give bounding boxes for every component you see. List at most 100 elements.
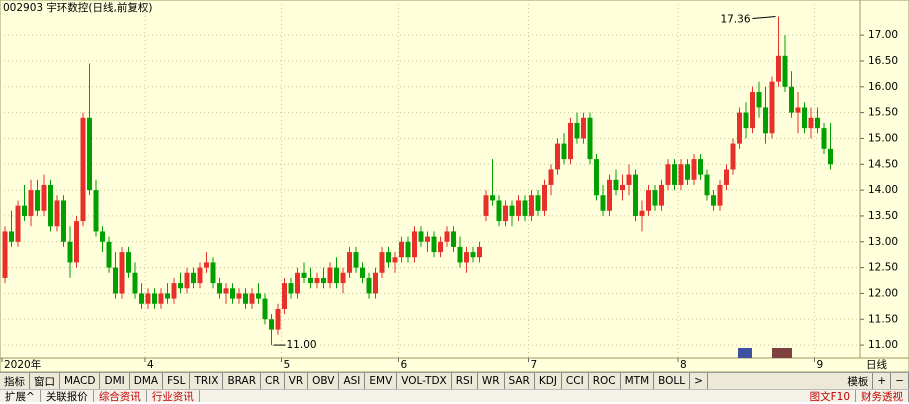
candle-body bbox=[464, 252, 469, 263]
indicator-button[interactable]: EMV bbox=[365, 373, 398, 389]
candle-body bbox=[282, 283, 287, 309]
x-tick-label: 8 bbox=[680, 359, 687, 371]
candle-body bbox=[561, 143, 567, 160]
candle-body bbox=[74, 221, 79, 263]
indicator-button[interactable]: 指标 bbox=[0, 373, 30, 389]
indicator-button[interactable]: 模板 bbox=[843, 373, 874, 389]
candle-body bbox=[457, 246, 463, 263]
indicator-button[interactable]: WR bbox=[478, 373, 505, 389]
candle-body bbox=[256, 293, 261, 299]
y-tick-label: 14.50 bbox=[868, 158, 898, 170]
candle-body bbox=[269, 319, 274, 330]
indicator-button[interactable]: RSI bbox=[452, 373, 478, 389]
candle-body bbox=[236, 293, 242, 299]
candle-body bbox=[444, 231, 450, 242]
indicator-button[interactable]: OBV bbox=[308, 373, 340, 389]
candle-body bbox=[581, 117, 586, 139]
candle-body bbox=[145, 293, 151, 304]
indicator-button[interactable]: BRAR bbox=[223, 373, 261, 389]
y-tick-label: 14.00 bbox=[868, 184, 898, 196]
candle-body bbox=[743, 112, 749, 129]
indicator-button[interactable]: MTM bbox=[621, 373, 655, 389]
indicator-button[interactable]: KDJ bbox=[535, 373, 562, 389]
indicator-button[interactable]: + bbox=[873, 373, 892, 389]
y-tick-label: 11.50 bbox=[868, 313, 898, 325]
candle-body bbox=[808, 117, 814, 129]
x-tick-label: 7 bbox=[531, 359, 538, 371]
tab[interactable]: 图文F10 bbox=[805, 390, 856, 403]
candle-body bbox=[158, 293, 164, 304]
candle-body bbox=[230, 288, 235, 299]
tab[interactable]: 扩展^ bbox=[0, 390, 41, 403]
candle-body bbox=[54, 200, 60, 227]
candle-body bbox=[191, 272, 196, 284]
candle-body bbox=[698, 159, 703, 175]
y-tick-label: 13.50 bbox=[868, 210, 898, 222]
candle-body bbox=[763, 107, 768, 134]
indicator-button[interactable]: ASI bbox=[339, 373, 366, 389]
candle-body bbox=[483, 195, 489, 216]
indicator-button[interactable]: VOL-TDX bbox=[397, 373, 452, 389]
candle-body bbox=[9, 231, 14, 242]
annotation: 17.36 bbox=[720, 14, 750, 26]
candle-body bbox=[600, 195, 606, 211]
candle-body bbox=[633, 174, 638, 216]
candle-body bbox=[41, 184, 47, 211]
candle-body bbox=[119, 252, 125, 294]
candle-body bbox=[756, 91, 762, 108]
candle-body bbox=[314, 277, 320, 284]
candle-body bbox=[516, 200, 521, 216]
y-tick-label: 17.00 bbox=[868, 29, 898, 41]
candle-body bbox=[379, 252, 385, 273]
period-label: 日线 bbox=[866, 358, 887, 371]
candle-body bbox=[789, 86, 794, 113]
indicator-button[interactable]: BOLL bbox=[654, 373, 691, 389]
indicator-button[interactable]: TRIX bbox=[190, 373, 224, 389]
candle-body bbox=[262, 298, 268, 320]
candle-body bbox=[795, 107, 801, 113]
indicator-button[interactable]: − bbox=[891, 373, 909, 389]
candle-body bbox=[204, 262, 209, 268]
indicator-button[interactable]: SAR bbox=[505, 373, 535, 389]
tab[interactable]: 财务透视 bbox=[856, 390, 909, 403]
candle-body bbox=[347, 252, 352, 273]
candle-body bbox=[425, 236, 430, 242]
candle-body bbox=[360, 267, 365, 278]
indicator-button[interactable]: > bbox=[690, 373, 708, 389]
x-axis-area bbox=[0, 357, 909, 372]
candle-body bbox=[568, 122, 573, 160]
tab[interactable]: 综合资讯 bbox=[94, 390, 147, 403]
indicator-button[interactable]: MACD bbox=[60, 373, 101, 389]
indicator-button[interactable]: DMA bbox=[130, 373, 164, 389]
tab[interactable]: 行业资讯 bbox=[147, 390, 200, 403]
candle-body bbox=[412, 231, 417, 258]
candle-body bbox=[80, 117, 86, 222]
candle-body bbox=[496, 200, 502, 222]
candle-body bbox=[171, 283, 177, 299]
indicator-button[interactable]: ROC bbox=[589, 373, 621, 389]
x-tick-label: 9 bbox=[817, 359, 824, 371]
tab[interactable]: 关联报价 bbox=[41, 390, 94, 403]
candle-body bbox=[652, 190, 658, 206]
candle-body bbox=[711, 195, 716, 206]
candle-body bbox=[249, 293, 255, 304]
candle-body bbox=[828, 148, 833, 165]
candle-body bbox=[503, 205, 508, 222]
candle-body bbox=[301, 272, 307, 278]
indicator-button[interactable]: DMI bbox=[100, 373, 130, 389]
candle-body bbox=[490, 195, 495, 201]
indicator-button[interactable]: FSL bbox=[163, 373, 191, 389]
indicator-button[interactable]: CR bbox=[261, 373, 285, 389]
indicator-button[interactable]: CCI bbox=[562, 373, 589, 389]
y-tick-label: 11.00 bbox=[868, 339, 898, 351]
candle-body bbox=[639, 210, 645, 216]
indicator-button[interactable]: 窗口 bbox=[30, 373, 60, 389]
indicator-button[interactable]: VR bbox=[285, 373, 309, 389]
candle-body bbox=[431, 236, 437, 253]
candle-body bbox=[106, 241, 112, 268]
candle-body bbox=[197, 267, 203, 284]
plot-area bbox=[0, 0, 861, 359]
candle-body bbox=[737, 112, 742, 144]
y-tick-label: 12.50 bbox=[868, 262, 898, 274]
candle-body bbox=[470, 252, 476, 258]
